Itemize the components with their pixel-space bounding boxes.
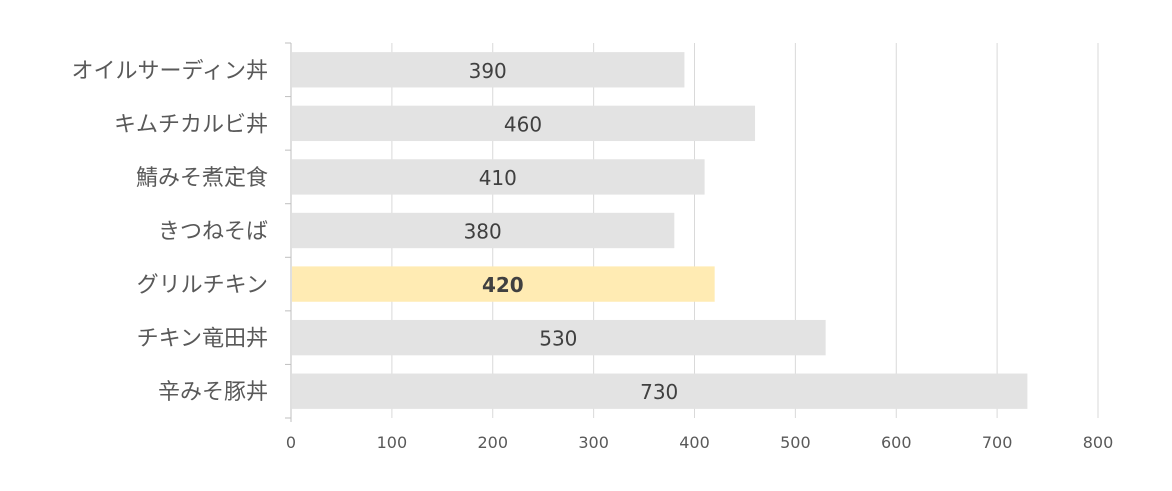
- data-label-3: 380: [464, 220, 502, 244]
- bar-4: [292, 266, 715, 302]
- bar-6: [292, 373, 1028, 409]
- label-layer: 0 100 200 300 400 500 600 700 800 オイルサーディン丼 390 キムチ…: [72, 59, 1114, 452]
- data-label-4: 420: [482, 273, 524, 297]
- category-label-6: 辛みそ豚丼: [158, 380, 268, 405]
- bar-1: [292, 105, 756, 142]
- axis-layer: [285, 42, 292, 422]
- bar-5: [292, 319, 826, 356]
- x-tick-label-300: 300: [578, 433, 609, 452]
- x-tick-label-100: 100: [377, 433, 408, 452]
- x-tick-label-700: 700: [982, 433, 1013, 452]
- x-tick-label-600: 600: [881, 433, 912, 452]
- x-tick-label-400: 400: [679, 433, 710, 452]
- data-label-1: 460: [504, 112, 542, 136]
- bar-2: [292, 159, 705, 195]
- bar-0: [292, 52, 685, 88]
- data-label-0: 390: [469, 59, 507, 83]
- data-label-5: 530: [539, 327, 577, 351]
- category-label-2: 鯖みそ煮定食: [136, 166, 268, 191]
- data-label-2: 410: [479, 166, 517, 190]
- category-label-4: グリルチキン: [137, 273, 268, 298]
- bar-layer: [292, 52, 1028, 409]
- x-tick-label-200: 200: [477, 433, 508, 452]
- x-tick-label-0: 0: [286, 433, 296, 452]
- bar-3: [292, 212, 675, 249]
- category-label-5: チキン竜田丼: [137, 327, 268, 352]
- x-tick-label-500: 500: [780, 433, 811, 452]
- category-label-1: キムチカルビ丼: [114, 112, 268, 137]
- category-label-0: オイルサーディン丼: [72, 59, 268, 84]
- category-label-3: きつねそば: [158, 220, 268, 245]
- data-label-6: 730: [640, 380, 678, 404]
- x-tick-label-800: 800: [1083, 433, 1114, 452]
